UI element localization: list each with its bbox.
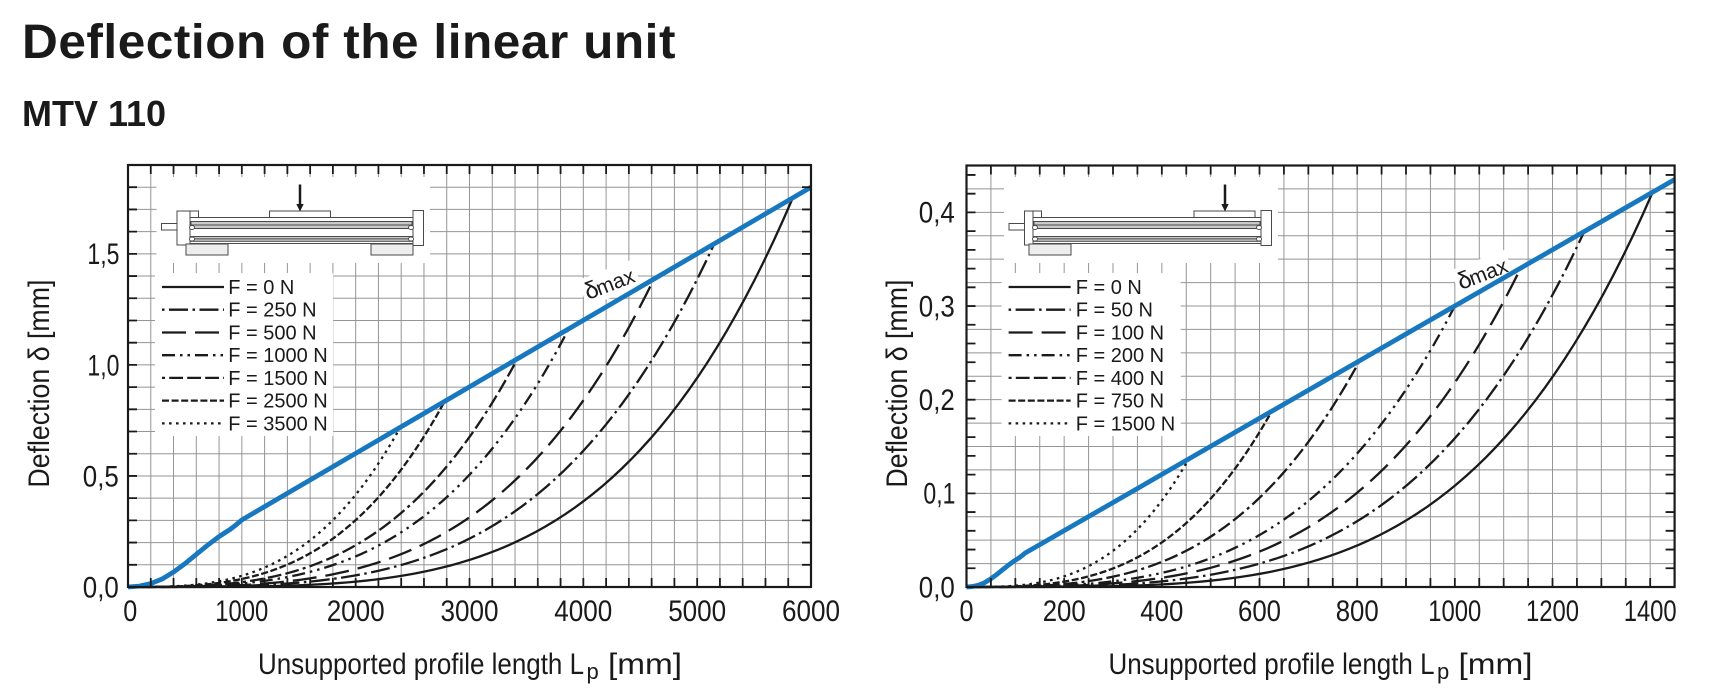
svg-text:F = 3500 N: F = 3500 N — [228, 413, 328, 435]
svg-text:0,5: 0,5 — [83, 460, 119, 493]
svg-text:0: 0 — [960, 595, 974, 628]
svg-text:0,0: 0,0 — [919, 571, 955, 604]
svg-text:0,3: 0,3 — [919, 290, 955, 323]
svg-text:Deflection δ [mm]: Deflection δ [mm] — [881, 280, 914, 488]
svg-text:F = 0 N: F = 0 N — [1076, 277, 1142, 299]
svg-text:0,4: 0,4 — [919, 197, 955, 230]
svg-text:3000: 3000 — [441, 595, 499, 628]
svg-text:F = 250 N: F = 250 N — [228, 300, 316, 322]
svg-text:600: 600 — [1238, 595, 1281, 628]
svg-text:5000: 5000 — [668, 595, 726, 628]
svg-text:800: 800 — [1336, 595, 1379, 628]
svg-text:F = 2500 N: F = 2500 N — [228, 391, 328, 413]
svg-text:F = 200 N: F = 200 N — [1076, 345, 1164, 367]
svg-text:400: 400 — [1140, 595, 1183, 628]
svg-text:[mm]: [mm] — [1459, 648, 1533, 681]
svg-text:F = 1500 N: F = 1500 N — [1076, 413, 1176, 435]
svg-text:2000: 2000 — [327, 595, 385, 628]
svg-text:F = 400 N: F = 400 N — [1076, 368, 1164, 390]
svg-text:F = 500 N: F = 500 N — [228, 323, 316, 345]
svg-text:F = 0 N: F = 0 N — [228, 277, 294, 299]
svg-text:[mm]: [mm] — [608, 648, 682, 681]
svg-text:4000: 4000 — [554, 595, 612, 628]
svg-text:p: p — [587, 659, 599, 684]
svg-text:1000: 1000 — [215, 595, 268, 628]
svg-text:F = 1000 N: F = 1000 N — [228, 345, 328, 367]
svg-text:F = 100 N: F = 100 N — [1076, 323, 1164, 345]
svg-text:0,2: 0,2 — [919, 384, 955, 417]
svg-text:0: 0 — [123, 595, 137, 628]
svg-text:Unsupported profile length L: Unsupported profile length L — [1109, 648, 1435, 681]
svg-text:1,5: 1,5 — [87, 238, 119, 271]
svg-text:MTV 110: MTV 110 — [22, 93, 166, 134]
svg-text:6000: 6000 — [782, 595, 840, 628]
svg-text:0,0: 0,0 — [83, 571, 119, 604]
svg-text:200: 200 — [1043, 595, 1086, 628]
svg-text:1400: 1400 — [1624, 595, 1677, 628]
svg-text:Deflection δ [mm]: Deflection δ [mm] — [23, 280, 56, 488]
svg-text:1200: 1200 — [1526, 595, 1579, 628]
svg-text:Unsupported profile length L: Unsupported profile length L — [258, 648, 584, 681]
svg-text:1000: 1000 — [1428, 595, 1481, 628]
svg-text:p: p — [1437, 659, 1449, 684]
svg-text:F = 1500 N: F = 1500 N — [228, 368, 328, 390]
svg-text:F = 50 N: F = 50 N — [1076, 300, 1153, 322]
svg-text:1,0: 1,0 — [87, 349, 119, 382]
svg-text:F = 750 N: F = 750 N — [1076, 391, 1164, 413]
svg-text:0,1: 0,1 — [923, 478, 955, 511]
svg-text:Deflection of the linear unit: Deflection of the linear unit — [22, 16, 676, 69]
